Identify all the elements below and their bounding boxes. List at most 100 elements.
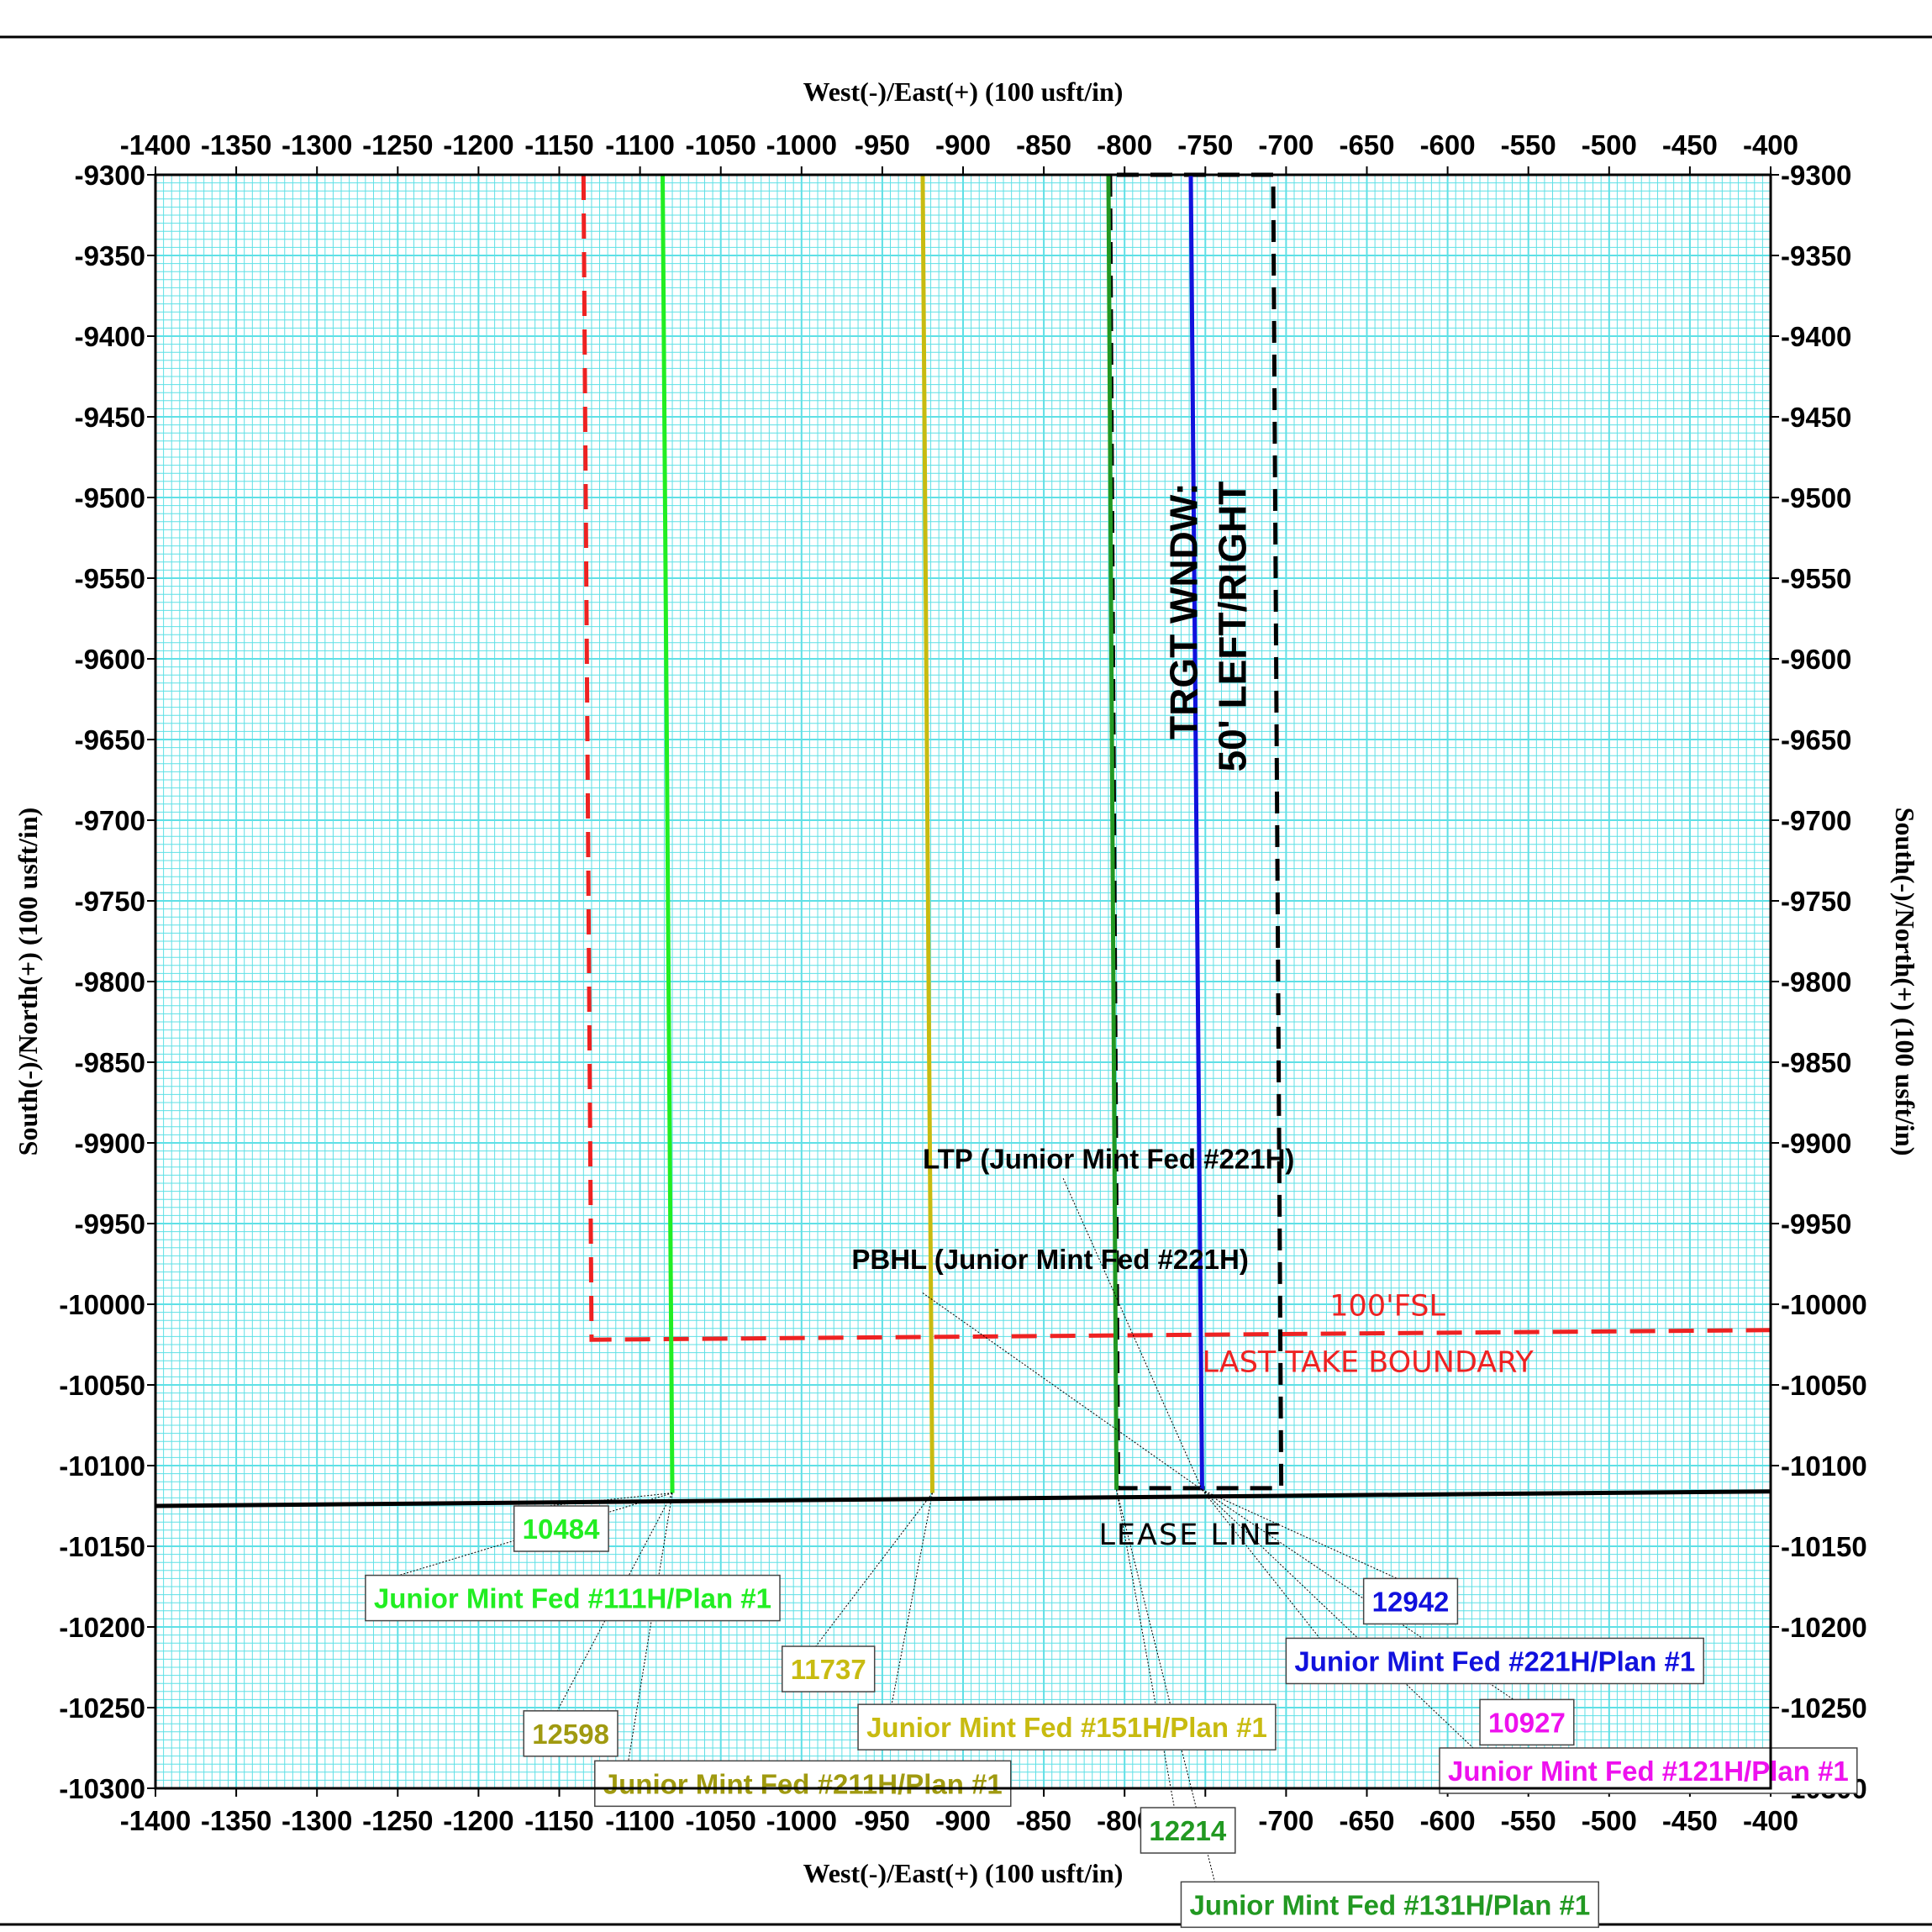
well-path-1 — [920, 174, 934, 1493]
y-axis-title-right: South(-)/North(+) (100 usft/in) — [1890, 808, 1920, 1156]
boxed-label-text: 12942 — [1372, 1586, 1450, 1617]
boxed-label-text: 10927 — [1488, 1707, 1566, 1738]
x-tick-label-bottom: -1350 — [201, 1805, 271, 1836]
x-tick-label-bottom: -1100 — [605, 1805, 675, 1836]
boxed-label-text: Junior Mint Fed #211H/Plan #1 — [603, 1768, 1003, 1799]
x-tick-label-top: -500 — [1582, 129, 1637, 161]
x-tick-label-top: -800 — [1097, 129, 1152, 161]
boxed-label: Junior Mint Fed #111H/Plan #1 — [365, 1574, 781, 1622]
boxed-label-text: 10484 — [523, 1513, 600, 1545]
y-tick-label-right: -10200 — [1781, 1612, 1867, 1643]
y-tick-label-left: -10150 — [59, 1531, 145, 1562]
x-tick-label-top: -1250 — [362, 129, 433, 161]
x-tick-label-top: -1200 — [443, 129, 513, 161]
y-tick-label-right: -9500 — [1781, 482, 1851, 513]
y-tick-label-left: -10100 — [59, 1450, 145, 1482]
boxed-label-frame — [1140, 1807, 1236, 1854]
x-tick-label-bottom: -1400 — [120, 1805, 191, 1836]
x-tick-label-top: -1400 — [120, 129, 191, 161]
boxed-label: Junior Mint Fed #211H/Plan #1 — [594, 1760, 1012, 1808]
boxed-label-frame — [1362, 1577, 1459, 1625]
well-path-0 — [661, 174, 675, 1493]
labels: 100'FSL LAST TAKE BOUNDARY LEASE LINE TRGT … — [365, 482, 1858, 1929]
boxed-label-frame — [513, 1505, 609, 1552]
y-tick-label-right: -9400 — [1781, 321, 1851, 352]
y-tick-label-left: -9300 — [75, 160, 145, 191]
boundary-2 — [155, 1489, 1771, 1508]
y-tick-label-left: -9650 — [75, 724, 145, 755]
x-tick-label-top: -750 — [1177, 129, 1233, 161]
x-tick-label-bottom: -450 — [1662, 1805, 1718, 1836]
boxed-label-frame — [1180, 1881, 1600, 1929]
boxed-label-text: 11737 — [791, 1654, 866, 1685]
boxed-label: 12214 — [1140, 1807, 1236, 1854]
boxed-label: Junior Mint Fed #221H/Plan #1 — [1285, 1637, 1704, 1685]
well-path-2 — [1106, 174, 1119, 1490]
y-tick-label-right: -9900 — [1781, 1128, 1851, 1159]
boxed-label-text: Junior Mint Fed #131H/Plan #1 — [1189, 1889, 1590, 1920]
y-tick-label-right: -9750 — [1781, 886, 1851, 917]
y-tick-label-right: -9850 — [1781, 1047, 1851, 1078]
x-tick-label-top: -1050 — [685, 129, 755, 161]
x-tick-label-bottom: -900 — [935, 1805, 991, 1836]
boxed-label-frame — [594, 1760, 1012, 1808]
well-path-3 — [1188, 174, 1204, 1490]
x-tick-label-top: -1150 — [524, 129, 594, 161]
y-tick-label-right: -9800 — [1781, 966, 1851, 998]
boxed-label-text: 12598 — [532, 1719, 609, 1750]
y-tick-label-right: -9450 — [1781, 402, 1851, 433]
x-tick-label-bottom: -850 — [1016, 1805, 1071, 1836]
y-tick-label-left: -9500 — [75, 482, 145, 513]
y-tick-label-left: -9750 — [75, 886, 145, 917]
x-tick-label-top: -400 — [1743, 129, 1798, 161]
boxed-label-frame — [365, 1574, 781, 1622]
boxed-label-text: 12214 — [1149, 1815, 1226, 1846]
boxed-label-frame — [1439, 1747, 1858, 1794]
y-tick-label-left: -9900 — [75, 1128, 145, 1159]
y-tick-label-right: -10150 — [1781, 1531, 1867, 1562]
y-tick-label-right: -10000 — [1781, 1289, 1867, 1320]
y-tick-label-right: -9300 — [1781, 160, 1851, 191]
pbhl-leader — [922, 1292, 1203, 1491]
x-tick-label-bottom: -1300 — [282, 1805, 352, 1836]
y-tick-label-left: -10200 — [59, 1612, 145, 1643]
y-tick-label-right: -9950 — [1781, 1208, 1851, 1240]
x-axis-title-bottom: West(-)/East(+) (100 usft/in) — [803, 1858, 1124, 1888]
plot-frame — [154, 173, 1772, 1790]
y-tick-label-left: -9950 — [75, 1208, 145, 1240]
x-tick-label-bottom: -550 — [1501, 1805, 1556, 1836]
x-tick-label-top: -550 — [1501, 129, 1556, 161]
last-take-boundary-label: LAST TAKE BOUNDARY — [1202, 1346, 1534, 1380]
grid — [155, 174, 1771, 1789]
y-tick-label-left: -10300 — [59, 1773, 145, 1804]
x-tick-label-top: -650 — [1339, 129, 1394, 161]
boxed-label: 12942 — [1362, 1577, 1459, 1625]
x-tick-label-bottom: -1150 — [524, 1805, 594, 1836]
target-window-sublabel: 50' LEFT/RIGHT — [1210, 482, 1254, 772]
y-tick-label-right: -9350 — [1781, 240, 1851, 271]
boxed-label-leader — [891, 1492, 933, 1705]
x-tick-label-top: -600 — [1420, 129, 1476, 161]
boxed-label: 11737 — [781, 1645, 876, 1692]
x-tick-label-top: -850 — [1016, 129, 1071, 161]
y-tick-label-left: -9450 — [75, 402, 145, 433]
y-tick-label-left: -9600 — [75, 644, 145, 675]
boxed-label-text: Junior Mint Fed #221H/Plan #1 — [1294, 1645, 1695, 1677]
boxed-label-leader — [1116, 1489, 1175, 1808]
y-tick-label-right: -9650 — [1781, 724, 1851, 755]
x-tick-label-top: -1000 — [766, 129, 837, 161]
y-tick-label-left: -9350 — [75, 240, 145, 271]
y-tick-label-right: -10250 — [1781, 1692, 1867, 1724]
x-tick-label-top: -950 — [855, 129, 910, 161]
x-axis-title-top: West(-)/East(+) (100 usft/in) — [803, 76, 1124, 107]
y-tick-label-left: -9400 — [75, 321, 145, 352]
boxed-label-text: Junior Mint Fed #151H/Plan #1 — [866, 1712, 1267, 1743]
boxed-label-frame — [857, 1703, 1277, 1750]
boxed-label: Junior Mint Fed #131H/Plan #1 — [1180, 1881, 1600, 1929]
y-tick-label-left: -9800 — [75, 966, 145, 998]
x-tick-label-bottom: -950 — [855, 1805, 910, 1836]
x-tick-label-bottom: -700 — [1258, 1805, 1313, 1836]
y-tick-label-left: -9700 — [75, 805, 145, 836]
boxed-label: Junior Mint Fed #121H/Plan #1 — [1439, 1747, 1858, 1794]
